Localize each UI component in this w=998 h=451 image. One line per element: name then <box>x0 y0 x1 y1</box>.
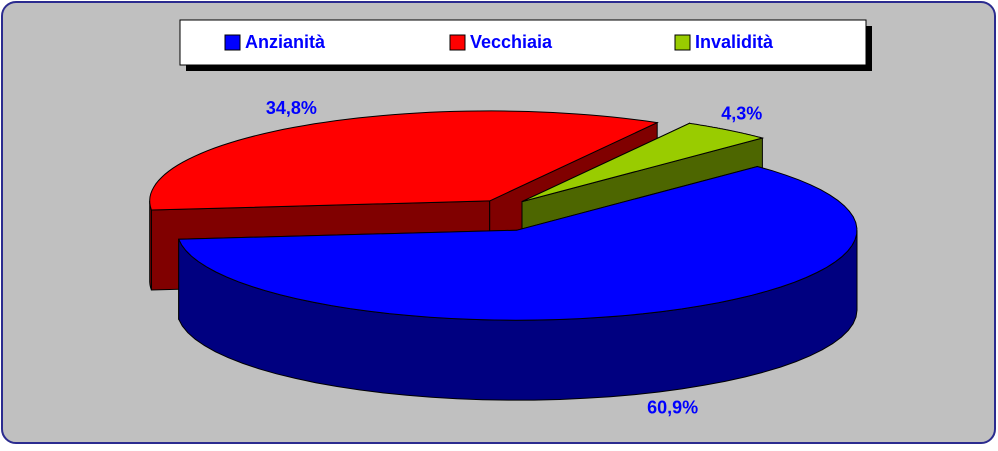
data-label: 60,9% <box>647 398 698 418</box>
slice-wall <box>149 200 152 291</box>
legend-swatch <box>674 34 691 51</box>
slice-top <box>149 110 659 211</box>
legend-label: Anzianità <box>245 32 326 52</box>
data-label: 34,8% <box>266 98 317 118</box>
slice <box>177 165 858 401</box>
slice-top <box>521 122 765 203</box>
legend-label: Invalidità <box>695 32 774 52</box>
legend <box>179 19 867 66</box>
slice-top <box>177 165 858 321</box>
legend-swatch <box>224 34 241 51</box>
data-label: 4,3% <box>721 103 762 123</box>
legend-swatch <box>449 34 466 51</box>
legend-label: Vecchiaia <box>470 32 553 52</box>
